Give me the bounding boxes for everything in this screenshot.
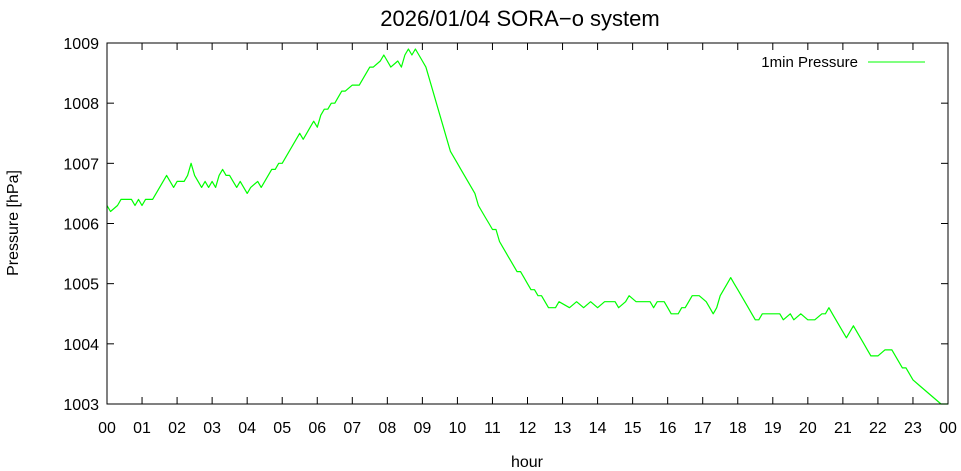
x-tick-label: 11: [484, 420, 501, 437]
x-tick-label: 17: [694, 420, 712, 437]
x-tick-label: 10: [449, 420, 467, 437]
legend-label: 1min Pressure: [761, 54, 858, 71]
x-tick-label: 04: [238, 420, 256, 437]
x-tick-label: 21: [834, 420, 852, 437]
y-tick-label: 1009: [63, 36, 99, 53]
x-tick-label: 02: [168, 420, 186, 437]
x-tick-label: 06: [308, 420, 326, 437]
x-tick-label: 00: [98, 420, 116, 437]
x-tick-label: 07: [343, 420, 361, 437]
x-tick-label: 08: [378, 420, 396, 437]
x-tick-label: 20: [799, 420, 817, 437]
x-tick-label: 13: [554, 420, 572, 437]
x-tick-label: 23: [904, 420, 922, 437]
x-tick-label: 18: [729, 420, 747, 437]
plot-frame: [106, 42, 949, 405]
axis-ticks: 00 01 02 03 04 05 06 07 08 09 10 11 12 13 14 15 16 17 18 19…: [63, 36, 957, 437]
x-tick-label: 00: [939, 420, 957, 437]
x-tick-label: 15: [624, 420, 642, 437]
series-line: [106, 48, 948, 405]
x-tick-label: 22: [869, 420, 887, 437]
y-tick-label: 1005: [63, 277, 99, 294]
x-tick-label: 01: [133, 420, 151, 437]
series-layer: [106, 48, 948, 405]
y-tick-label: 1006: [63, 217, 99, 234]
x-tick-label: 19: [764, 420, 782, 437]
y-tick-label: 1008: [63, 96, 99, 113]
y-tick-label: 1003: [63, 397, 99, 414]
y-axis-label: Pressure [hPa]: [5, 170, 22, 276]
x-tick-label: 03: [203, 420, 221, 437]
x-tick-label: 09: [413, 420, 431, 437]
legend: 1min Pressure: [761, 54, 925, 71]
chart-title: 2026/01/04 SORA−o system: [380, 6, 659, 31]
x-tick-label: 14: [589, 420, 607, 437]
x-tick-label: 05: [273, 420, 291, 437]
y-tick-label: 1004: [63, 337, 99, 354]
x-axis-label: hour: [511, 454, 544, 471]
x-tick-label: 12: [519, 420, 537, 437]
y-tick-label: 1007: [63, 156, 99, 173]
x-tick-label: 16: [659, 420, 677, 437]
